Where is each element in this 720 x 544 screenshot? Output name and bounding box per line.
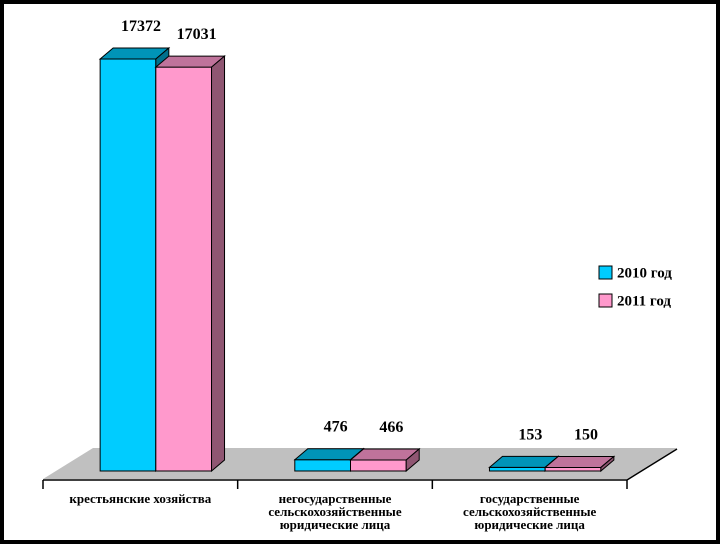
- category-label-c2-line1: сельскохозяйственные: [463, 504, 596, 519]
- value-label: 17031: [177, 26, 217, 43]
- bar-front-s1-c2: [544, 466, 602, 472]
- category-label-c2-line2: юридические лица: [474, 517, 585, 532]
- legend-label-s0: 2010 год: [617, 266, 672, 282]
- legend-swatch-s0: [598, 265, 613, 280]
- value-label: 17372: [121, 18, 161, 35]
- bar-front-s0-c2: [488, 466, 546, 472]
- bar-side-s1-c2: [600, 455, 615, 473]
- bar-side-s1-c1: [405, 447, 420, 473]
- category-label-c1-line2: юридические лица: [280, 517, 391, 532]
- category-label-c2-line0: государственные: [480, 491, 580, 506]
- bar-front-s1-c1: [350, 459, 407, 472]
- value-label: 476: [324, 419, 348, 436]
- value-label: 150: [574, 426, 598, 443]
- value-label: 153: [518, 426, 542, 443]
- category-label-c1-line1: сельскохозяйственные: [268, 504, 401, 519]
- category-axis: [42, 448, 678, 489]
- category-label-c1-line0: негосударственные: [279, 491, 392, 506]
- value-label: 466: [379, 419, 403, 436]
- bar-front-s0-c1: [294, 459, 351, 472]
- category-label-c0-line0: крестьянские хозяйства: [69, 491, 211, 506]
- bar-front-s0-c0: [99, 58, 157, 472]
- bar-front-s1-c0: [155, 66, 213, 472]
- legend-swatch-s1: [598, 293, 613, 308]
- legend-label-s1: 2011 год: [617, 294, 671, 310]
- bar-side-s1-c0: [211, 55, 226, 473]
